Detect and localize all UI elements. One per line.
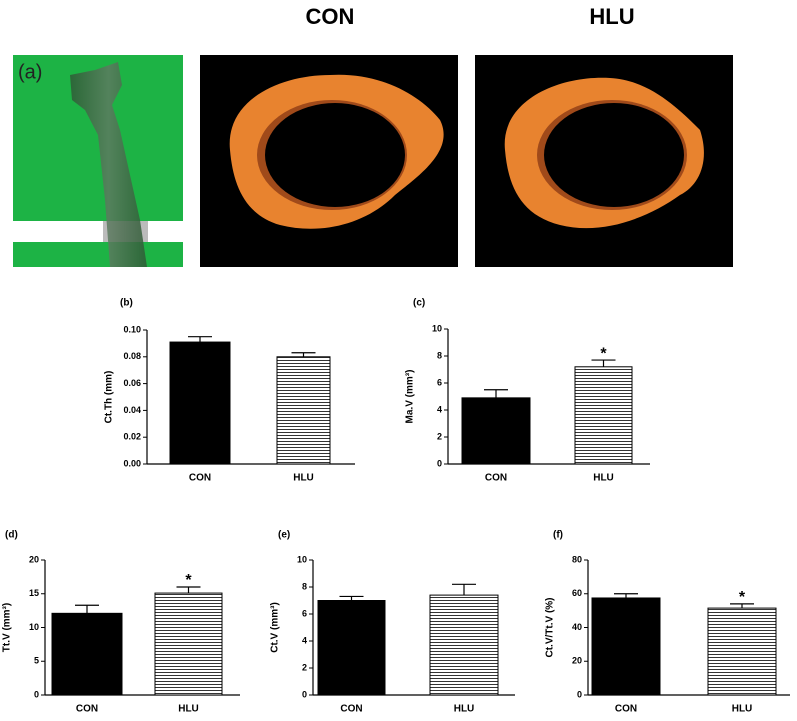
image-title: CON (306, 4, 355, 29)
y-axis-label: Ct.V (mm³) (270, 602, 281, 653)
y-tick-label: 8 (302, 581, 307, 591)
panel-label: (c) (413, 298, 425, 309)
y-tick-label: 0 (302, 689, 307, 699)
x-tick-label: CON (76, 704, 98, 715)
significance-mark: * (185, 572, 192, 589)
y-tick-label: 0.08 (123, 351, 141, 361)
y-tick-label: 2 (302, 662, 307, 672)
panel-label: (b) (120, 298, 133, 309)
bar (317, 600, 386, 696)
y-tick-label: 4 (302, 635, 307, 645)
y-tick-label: 40 (572, 622, 582, 632)
y-tick-label: 0.02 (123, 432, 141, 442)
image-title: HLU (589, 4, 634, 29)
ct-image: HLU (475, 4, 733, 267)
y-axis-label: Tt.V (mm³) (2, 603, 13, 652)
x-tick-label: HLU (732, 704, 753, 715)
y-axis-label: Ct.Th (mm) (104, 371, 115, 424)
significance-mark: * (739, 589, 746, 606)
y-tick-label: 6 (302, 608, 307, 618)
y-tick-label: 60 (572, 588, 582, 598)
y-tick-label: 2 (437, 431, 442, 441)
ct-image: CON (200, 4, 458, 267)
bar (169, 341, 231, 465)
y-tick-label: 15 (29, 588, 39, 598)
y-tick-label: 10 (432, 323, 442, 333)
bar (591, 597, 661, 696)
y-tick-label: 6 (437, 377, 442, 387)
panel-label: (f) (553, 530, 563, 541)
x-tick-label: CON (340, 704, 362, 715)
y-tick-label: 10 (29, 622, 39, 632)
y-tick-label: 0.10 (123, 324, 141, 334)
x-tick-label: CON (485, 473, 507, 484)
bar (429, 594, 499, 696)
y-tick-label: 5 (34, 656, 39, 666)
significance-mark: * (600, 345, 607, 362)
panel-label: (a) (18, 61, 42, 83)
x-tick-label: HLU (593, 473, 614, 484)
bar (707, 607, 777, 696)
y-tick-label: 20 (29, 554, 39, 564)
x-tick-label: HLU (454, 704, 475, 715)
x-tick-label: HLU (293, 473, 314, 484)
y-tick-label: 20 (572, 656, 582, 666)
y-axis-label: Ma.V (mm³) (405, 370, 416, 424)
bar (276, 356, 331, 465)
y-tick-label: 0.06 (123, 378, 141, 388)
y-tick-label: 0.04 (123, 405, 141, 415)
x-tick-label: HLU (178, 704, 199, 715)
y-tick-label: 10 (297, 554, 307, 564)
x-tick-label: CON (615, 704, 637, 715)
y-tick-label: 0 (34, 689, 39, 699)
y-tick-label: 8 (437, 350, 442, 360)
ct-image: (a) (13, 55, 183, 267)
bar (574, 366, 633, 465)
bar (51, 612, 123, 696)
bar (461, 397, 531, 465)
y-tick-label: 0 (437, 458, 442, 468)
panel-label: (e) (278, 530, 290, 541)
y-tick-label: 0 (577, 689, 582, 699)
bar (154, 592, 223, 696)
panel-label: (d) (5, 530, 18, 541)
y-tick-label: 80 (572, 554, 582, 564)
y-axis-label: Ct.V/Tt.V (%) (545, 598, 556, 658)
y-tick-label: 4 (437, 404, 442, 414)
x-tick-label: CON (189, 473, 211, 484)
y-tick-label: 0.00 (123, 458, 141, 468)
